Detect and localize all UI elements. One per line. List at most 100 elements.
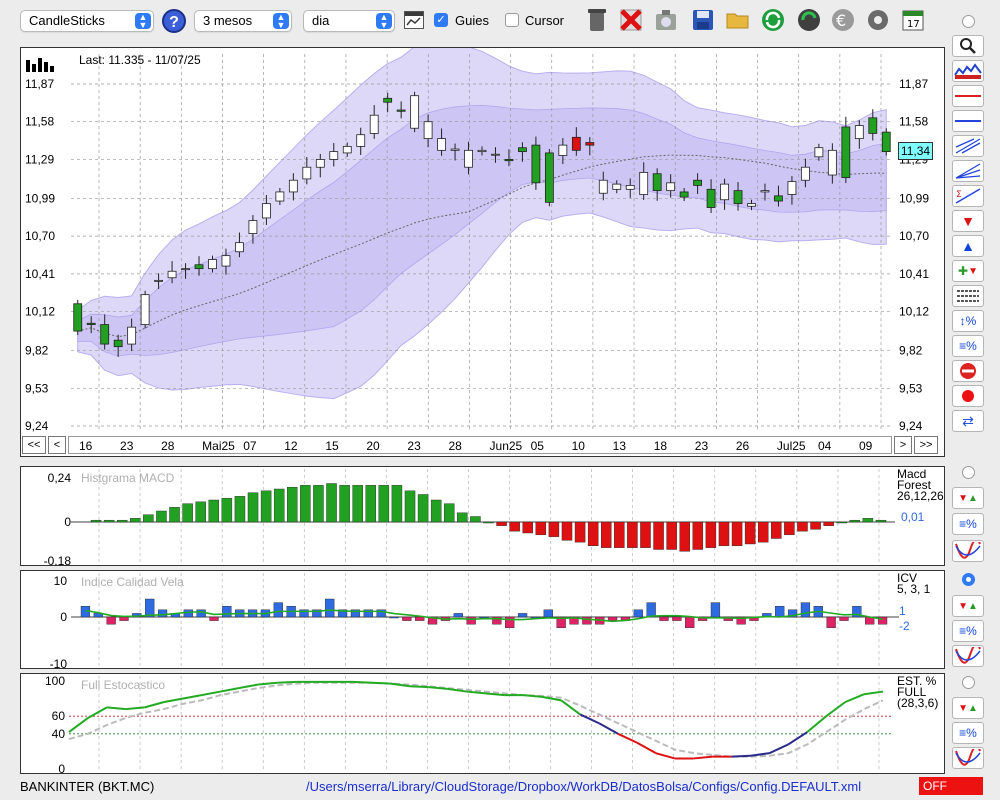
y-tick-label-left: 11,29 [25, 152, 54, 166]
stoch-curve-icon[interactable] [952, 747, 984, 769]
arrow-up-icon[interactable]: ▲ [952, 235, 984, 257]
range-percent-icon[interactable]: ↕% [952, 310, 984, 332]
camera-icon[interactable] [652, 6, 680, 34]
panel-radio-1[interactable] [962, 15, 975, 28]
y-tick-label-left: 9,24 [25, 419, 49, 433]
candle-body [518, 147, 527, 153]
candle-body [585, 142, 595, 146]
macd-panel[interactable]: 0,24 0 -0,18 Histgrama MACD Macd Forest 26… [20, 466, 945, 566]
off-indicator[interactable]: OFF [919, 777, 983, 795]
candle-body [248, 220, 258, 234]
panel-radio-2[interactable] [962, 466, 975, 479]
y-tick-label-left: 9,82 [25, 344, 49, 358]
icv-bar [273, 602, 283, 618]
trend-channel-icon[interactable] [952, 135, 984, 157]
price-panel[interactable]: 11,8711,8711,5811,5811,2911,2910,9910,99… [20, 47, 945, 457]
record-icon[interactable] [952, 385, 984, 407]
y-tick-label-right: 9,53 [899, 381, 923, 395]
swap-icon[interactable]: ⇄ [952, 410, 984, 432]
macd-bar [705, 521, 717, 548]
macd-bar [470, 516, 481, 523]
percent-lines-icon[interactable]: ≡% [952, 335, 984, 357]
arrow-down-icon[interactable]: ▼ [952, 210, 984, 232]
icv-bar [376, 609, 386, 618]
period-select[interactable]: 3 mesos ▲ ▼ [194, 10, 292, 32]
y-tick-label-right: 10,70 [899, 229, 929, 243]
nav-last-button[interactable]: >> [914, 436, 938, 454]
stoch-k-segment [863, 690, 884, 696]
x-tick-label: Jun25 [490, 439, 523, 453]
x-tick-label: 18 [654, 439, 668, 453]
macd-bar [169, 507, 180, 523]
cancel-icon[interactable] [952, 360, 984, 382]
icv-panel[interactable]: 10 0 -10 Indice Calidad Vela ICV 5, 3, 1 1… [20, 570, 945, 669]
reload-icon[interactable] [795, 6, 823, 34]
signals-icon[interactable]: ✚ ▼ [952, 260, 984, 282]
config-path-link[interactable]: /Users/mserra/Library/CloudStorage/Dropb… [306, 779, 862, 794]
calendar-icon[interactable]: 17 [899, 6, 927, 34]
icv-percent-icon[interactable]: ≡% [952, 620, 984, 642]
euro-icon[interactable]: € [829, 6, 857, 34]
stoch-k-segment [277, 680, 297, 684]
interval-select[interactable]: dia ▲ ▼ [303, 10, 395, 32]
macd-curve-icon[interactable] [952, 540, 984, 562]
candle-body [181, 268, 190, 271]
icv-bar [453, 613, 463, 618]
macd-signals-icon[interactable]: ▼ ▲ [952, 487, 984, 509]
fan-lines-icon[interactable] [952, 160, 984, 182]
panel-radio-4[interactable] [962, 676, 975, 689]
panel-radio-3[interactable] [962, 573, 975, 586]
stoch-k-segment [560, 699, 581, 716]
icv-curve-icon[interactable] [952, 645, 984, 667]
save-icon[interactable] [689, 6, 717, 34]
nav-first-button[interactable]: << [22, 436, 46, 454]
macd-percent-icon[interactable]: ≡% [952, 513, 984, 535]
chart-icon[interactable] [404, 11, 424, 29]
candle-body [571, 136, 581, 151]
stoch-signals-icon[interactable]: ▼ ▲ [952, 697, 984, 719]
time-axis[interactable]: 16 23 28 Mai25 07 12 15 20 23 28 Jun25 05 10 13 18 23 26… [68, 436, 892, 454]
x-tick-label: 09 [859, 439, 873, 453]
trash-icon[interactable] [583, 6, 611, 34]
price-chart[interactable]: 11,8711,8711,5811,5811,2911,2910,9910,99… [21, 48, 944, 434]
folder-icon[interactable] [724, 6, 752, 34]
chevron-updown-icon: ▲ ▼ [376, 13, 392, 30]
x-tick-label: 13 [613, 439, 627, 453]
chart-compare-icon[interactable] [952, 60, 984, 82]
red-line-icon[interactable] [952, 85, 984, 107]
stoch-full-label: FULL [897, 685, 927, 699]
icv-bar [775, 606, 785, 618]
lines-icon[interactable] [952, 285, 984, 307]
candle-body [208, 259, 217, 270]
cursor-checkbox[interactable] [505, 13, 519, 27]
macd-value: 0,01 [901, 510, 925, 524]
stoch-percent-icon[interactable]: ≡% [952, 722, 984, 744]
icv-signals-icon[interactable]: ▼ ▲ [952, 595, 984, 617]
icv-bar [685, 616, 695, 629]
nav-next-button[interactable]: > [894, 436, 912, 454]
refresh-icon[interactable] [759, 6, 787, 34]
help-icon[interactable]: ? [162, 9, 186, 33]
macd-bar [391, 485, 403, 523]
macd-title: Histgrama MACD [81, 471, 175, 485]
interval-value: dia [312, 13, 330, 28]
zoom-icon[interactable] [952, 35, 984, 57]
stoch-k-segment [144, 701, 164, 709]
candle-body [625, 185, 635, 190]
macd-bar [771, 521, 782, 539]
macd-bar [509, 521, 520, 532]
candle-body [612, 183, 622, 190]
bars-icon[interactable] [25, 56, 57, 75]
stoch-panel[interactable]: 100 60 40 0 Full Estocastico EST. % FULL (2… [20, 673, 945, 774]
candle-body [302, 166, 312, 180]
delete-icon[interactable] [617, 6, 645, 34]
regression-icon[interactable]: Σ [952, 185, 984, 207]
guides-checkbox[interactable]: ✓ [434, 13, 448, 27]
y-tick-label-right: 11,58 [899, 115, 928, 129]
macd-bar [182, 503, 193, 523]
blue-line-icon[interactable] [952, 110, 984, 132]
gear-icon[interactable] [864, 6, 892, 34]
y-tick-label-right: 10,99 [899, 191, 929, 205]
nav-prev-button[interactable]: < [48, 436, 66, 454]
chart-type-select[interactable]: CandleSticks ▲ ▼ [20, 10, 154, 32]
